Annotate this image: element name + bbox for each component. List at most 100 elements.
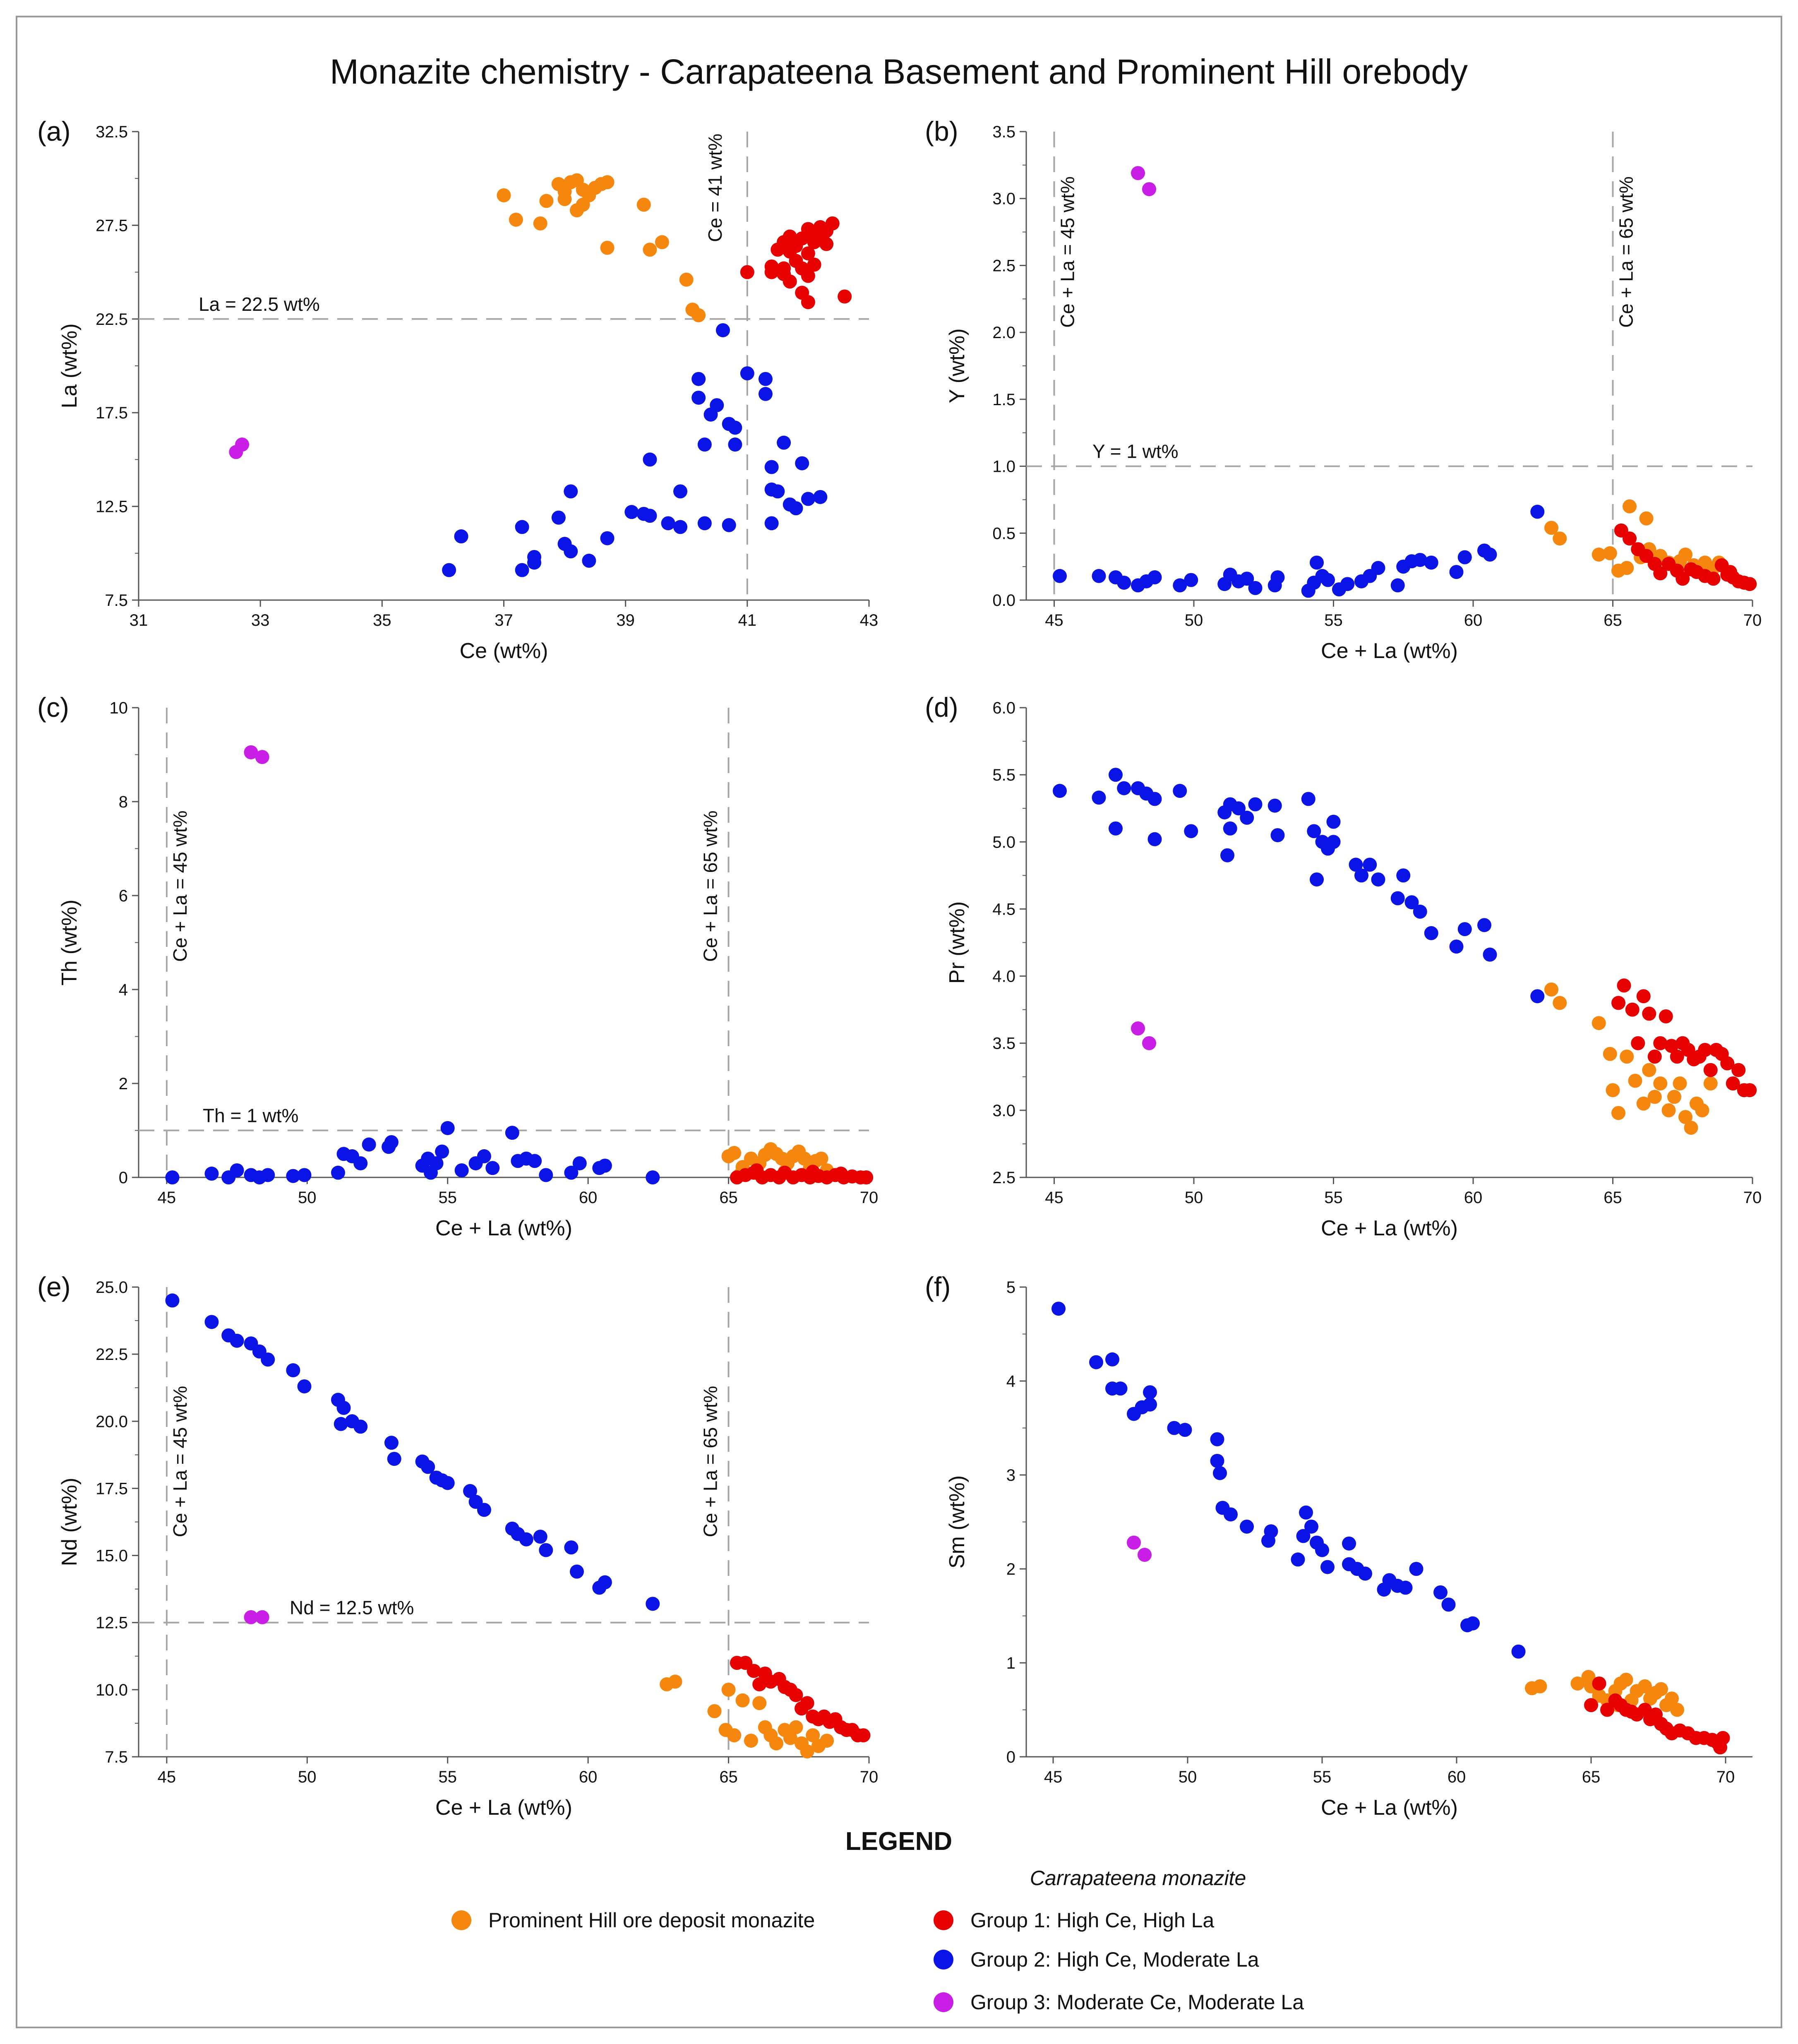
data-point bbox=[697, 437, 712, 452]
data-point bbox=[1310, 555, 1324, 570]
legend-heading: LEGEND bbox=[845, 1827, 952, 1856]
data-point bbox=[813, 490, 828, 504]
legend-marker-blue bbox=[934, 1950, 953, 1970]
data-point bbox=[1296, 1529, 1311, 1543]
data-point bbox=[454, 529, 468, 544]
data-point bbox=[572, 1156, 587, 1170]
data-point bbox=[673, 484, 688, 499]
x-tick-label: 70 bbox=[860, 1189, 879, 1207]
data-point bbox=[564, 1540, 579, 1555]
data-point bbox=[230, 1333, 244, 1348]
data-point bbox=[716, 323, 730, 337]
data-point bbox=[255, 1610, 269, 1624]
data-point bbox=[1231, 801, 1246, 816]
y-tick-label: 10.0 bbox=[96, 1681, 128, 1699]
x-tick-label: 37 bbox=[495, 611, 513, 629]
series-red bbox=[1611, 978, 1757, 1098]
data-point bbox=[1224, 1507, 1238, 1522]
legend-label-orange: Prominent Hill ore deposit monazite bbox=[488, 1909, 815, 1932]
series-blue bbox=[165, 1293, 660, 1611]
data-point bbox=[801, 295, 815, 310]
x-axis-label: Ce + La (wt%) bbox=[435, 1796, 572, 1820]
data-point bbox=[1264, 1524, 1278, 1539]
data-point bbox=[643, 452, 657, 467]
data-point bbox=[764, 460, 779, 474]
data-point bbox=[1642, 1063, 1656, 1077]
chart-panel-1: 31 33 35 37 39 41 43 7.5 12.5 17.5 22.5 27.5 32.5 Ce … bbox=[37, 116, 878, 663]
data-point bbox=[655, 235, 669, 250]
y-tick-label: 3.5 bbox=[992, 123, 1015, 141]
data-point bbox=[679, 272, 694, 287]
y-tick-label: 2.5 bbox=[992, 1169, 1015, 1187]
data-point bbox=[1684, 1121, 1698, 1135]
data-point bbox=[539, 1168, 553, 1182]
panel-letter: (d) bbox=[925, 692, 958, 723]
data-point bbox=[334, 1417, 348, 1431]
data-point bbox=[297, 1168, 312, 1182]
reference-line-label: Nd = 12.5 wt% bbox=[290, 1597, 414, 1619]
data-point bbox=[533, 1530, 547, 1544]
data-point bbox=[1433, 1585, 1448, 1600]
data-point bbox=[1667, 1090, 1681, 1104]
data-point bbox=[1659, 1009, 1673, 1023]
data-point bbox=[1053, 784, 1067, 798]
y-tick-label: 10 bbox=[110, 699, 128, 717]
series-red bbox=[1614, 523, 1757, 591]
data-point bbox=[661, 516, 675, 531]
data-point bbox=[1413, 904, 1427, 919]
data-point bbox=[646, 1597, 660, 1611]
data-point bbox=[463, 1484, 478, 1498]
series-magenta bbox=[229, 437, 250, 459]
data-point bbox=[1310, 872, 1324, 887]
data-point bbox=[1131, 1021, 1145, 1036]
x-tick-label: 39 bbox=[616, 611, 635, 629]
data-point bbox=[1291, 1552, 1305, 1567]
legend-subtitle: Carrapateena monazite bbox=[1030, 1866, 1246, 1890]
data-point bbox=[1611, 996, 1625, 1010]
data-point bbox=[801, 246, 815, 261]
data-point bbox=[1092, 569, 1106, 583]
reference-line-label: La = 22.5 wt% bbox=[199, 293, 320, 315]
x-tick-label: 70 bbox=[860, 1768, 879, 1786]
data-point bbox=[1223, 821, 1237, 836]
data-point bbox=[1628, 1074, 1642, 1088]
data-point bbox=[557, 192, 572, 207]
data-point bbox=[598, 1575, 612, 1590]
data-point bbox=[1424, 926, 1438, 940]
data-point bbox=[331, 1165, 345, 1180]
y-axis-label: Y (wt%) bbox=[945, 328, 969, 403]
panel-letter: (b) bbox=[925, 116, 958, 147]
x-tick-label: 60 bbox=[1448, 1768, 1466, 1786]
x-tick-label: 50 bbox=[298, 1768, 317, 1786]
data-point bbox=[1051, 1302, 1066, 1316]
data-point bbox=[1441, 1597, 1456, 1612]
series-blue bbox=[1053, 504, 1545, 598]
data-point bbox=[1363, 857, 1377, 872]
series-magenta bbox=[1127, 1535, 1152, 1562]
reference-line-label: Ce + La = 65 wt% bbox=[700, 1386, 721, 1537]
x-axis-label: Ce + La (wt%) bbox=[1321, 639, 1458, 663]
data-point bbox=[1127, 1535, 1141, 1550]
series-red bbox=[730, 1163, 874, 1184]
x-axis-label: Ce + La (wt%) bbox=[1321, 1216, 1458, 1240]
data-point bbox=[758, 372, 773, 386]
x-tick-label: 50 bbox=[1179, 1768, 1197, 1786]
x-tick-label: 45 bbox=[158, 1189, 176, 1207]
data-point bbox=[1167, 1421, 1181, 1435]
data-point bbox=[1173, 578, 1187, 593]
data-point bbox=[539, 1543, 553, 1557]
data-point bbox=[1147, 570, 1162, 585]
data-point bbox=[1321, 573, 1335, 587]
series-blue bbox=[165, 1121, 660, 1184]
data-point bbox=[1698, 1042, 1712, 1057]
data-point bbox=[1678, 1110, 1692, 1124]
y-tick-label: 3 bbox=[1006, 1466, 1015, 1484]
data-point bbox=[1131, 166, 1145, 180]
y-tick-label: 4.5 bbox=[992, 900, 1015, 918]
data-point bbox=[691, 372, 706, 386]
data-point bbox=[710, 398, 724, 413]
data-point bbox=[261, 1352, 275, 1367]
data-point bbox=[387, 1452, 401, 1466]
data-point bbox=[440, 1121, 455, 1135]
data-point bbox=[1220, 848, 1234, 862]
